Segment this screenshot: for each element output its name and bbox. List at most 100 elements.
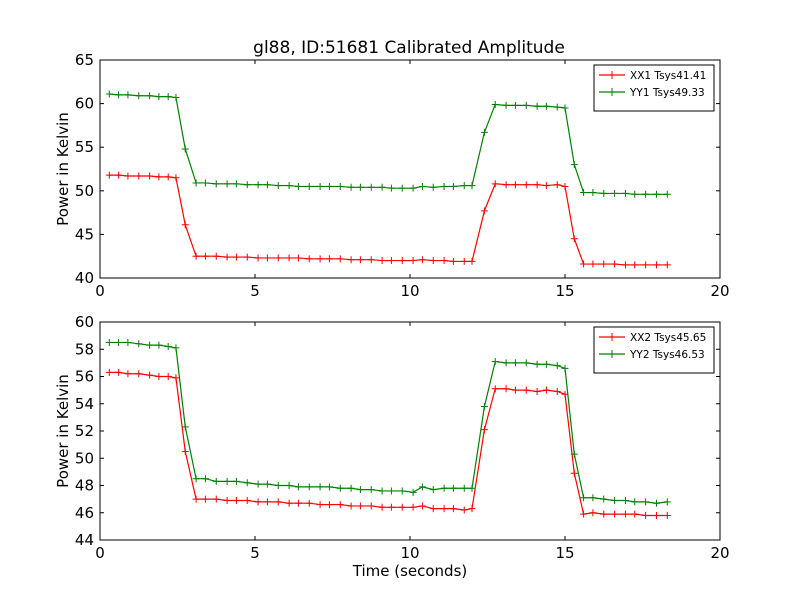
data-point-xx1 (491, 180, 499, 188)
data-point-xx2 (155, 373, 163, 380)
y-tick-label: 45 (75, 225, 94, 243)
data-point-xx1 (570, 235, 578, 243)
data-point-yy1 (305, 182, 313, 190)
data-point-yy1 (533, 102, 541, 110)
data-point-xx1 (387, 257, 395, 265)
data-point-yy1 (367, 183, 375, 191)
data-point-yy2 (124, 338, 132, 346)
data-point-yy1 (378, 183, 386, 191)
data-point-xx2 (663, 511, 671, 519)
data-point-xx1 (124, 172, 132, 180)
data-point-yy2 (652, 499, 660, 507)
data-point-yy1 (115, 91, 123, 99)
data-point-xx1 (115, 171, 123, 179)
data-point-xx2 (135, 370, 143, 378)
data-point-xx2 (146, 371, 154, 379)
data-point-xx2 (580, 510, 588, 518)
data-point-yy1 (409, 184, 417, 192)
legend-label: XX1 Tsys41.41 (630, 70, 706, 82)
data-point-xx1 (105, 171, 113, 179)
data-point-xx2 (429, 505, 437, 513)
data-point-xx1 (542, 182, 550, 190)
data-point-xx2 (254, 498, 262, 506)
data-point-yy2 (522, 359, 530, 367)
data-point-yy2 (263, 480, 271, 488)
data-point-xx2 (511, 386, 519, 394)
data-point-xx1 (663, 261, 671, 269)
y-tick-label: 48 (75, 477, 94, 495)
data-point-xx2 (115, 368, 123, 376)
data-point-xx2 (285, 499, 293, 507)
data-point-yy1 (274, 182, 282, 190)
data-point-xx1 (533, 181, 541, 189)
data-point-yy2 (440, 484, 448, 492)
data-point-yy1 (652, 190, 660, 198)
data-point-xx1 (460, 257, 468, 265)
data-point-yy2 (254, 480, 262, 488)
data-point-yy2 (347, 484, 355, 492)
data-point-yy1 (502, 101, 510, 109)
data-point-yy1 (336, 182, 344, 190)
data-point-xx1 (611, 260, 619, 268)
data-point-xx1 (522, 181, 530, 189)
data-point-yy2 (105, 338, 113, 346)
y-tick-label: 50 (75, 182, 94, 200)
data-point-xx2 (367, 502, 375, 510)
data-point-xx2 (378, 503, 386, 511)
data-point-yy2 (460, 484, 468, 492)
data-point-yy2 (589, 494, 597, 502)
data-point-yy2 (155, 341, 163, 349)
data-point-xx2 (522, 386, 530, 394)
x-tick-label: 0 (95, 282, 105, 300)
y-tick-label: 40 (75, 269, 94, 287)
data-point-yy1 (285, 182, 293, 190)
data-point-xx1 (254, 254, 262, 262)
data-point-xx2 (294, 499, 302, 507)
data-point-yy2 (378, 487, 386, 495)
data-point-yy1 (611, 189, 619, 197)
x-tick-label: 10 (400, 282, 419, 300)
data-point-yy1 (325, 182, 333, 190)
data-point-xx1 (243, 253, 251, 261)
data-point-yy1 (468, 182, 476, 190)
data-point-yy1 (135, 92, 143, 100)
x-tick-label: 5 (250, 282, 260, 300)
data-point-xx1 (580, 260, 588, 268)
data-point-xx1 (155, 173, 163, 181)
data-point-xx2 (274, 498, 282, 506)
data-point-xx2 (124, 370, 132, 378)
x-axis-label: Time (seconds) (352, 562, 468, 580)
y-tick-label: 58 (75, 340, 94, 358)
y-tick-label: 56 (75, 368, 94, 386)
data-point-yy2 (164, 343, 172, 351)
data-point-xx2 (192, 495, 200, 503)
y-tick-label: 60 (75, 95, 94, 113)
data-point-yy1 (212, 180, 220, 188)
data-point-yy1 (124, 91, 132, 99)
data-point-xx2 (553, 387, 561, 395)
data-point-yy1 (105, 90, 113, 98)
data-point-xx2 (316, 501, 324, 509)
x-tick-label: 20 (710, 544, 729, 562)
data-point-xx1 (398, 257, 406, 265)
data-point-yy2 (570, 450, 578, 458)
data-point-yy2 (580, 494, 588, 502)
data-point-xx1 (135, 172, 143, 180)
data-point-yy2 (181, 423, 189, 431)
data-point-yy1 (243, 181, 251, 189)
data-point-yy1 (642, 190, 650, 198)
y-tick-label: 52 (75, 422, 94, 440)
data-point-yy2 (553, 362, 561, 370)
data-point-yy2 (449, 484, 457, 492)
data-point-yy1 (621, 189, 629, 197)
data-point-yy1 (387, 184, 395, 192)
data-point-yy2 (223, 477, 231, 485)
data-point-yy2 (336, 484, 344, 492)
data-point-yy2 (325, 483, 333, 491)
data-point-yy1 (600, 189, 608, 197)
data-point-yy2 (429, 486, 437, 494)
data-point-yy2 (274, 482, 282, 489)
data-point-xx1 (409, 257, 417, 265)
legend-marker (608, 88, 616, 96)
